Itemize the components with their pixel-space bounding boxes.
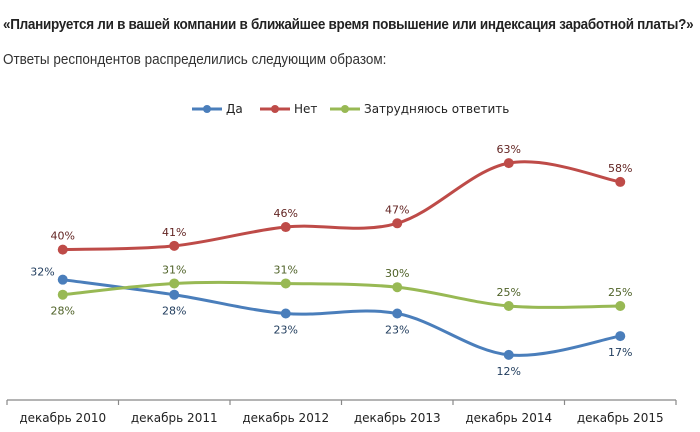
legend-item: Нет (260, 102, 317, 116)
series-0 (57, 274, 626, 360)
data-point (280, 222, 291, 233)
data-point (57, 289, 68, 300)
data-point (392, 218, 403, 229)
data-label: 23% (274, 324, 298, 337)
data-label: 31% (274, 263, 298, 276)
data-point (615, 176, 626, 187)
legend-swatch-marker (271, 105, 279, 113)
legend-label: Затрудняюсь ответить (364, 102, 509, 116)
series-1 (57, 158, 626, 255)
x-tick-label: декабрь 2015 (577, 411, 664, 425)
data-label: 17% (608, 346, 632, 359)
series-line (61, 280, 622, 309)
data-label: 23% (385, 324, 409, 337)
survey-question: «Планируется ли в вашей компании в ближа… (3, 17, 694, 33)
x-tick-label: декабрь 2014 (465, 411, 552, 425)
data-label: 28% (51, 305, 75, 318)
data-point (280, 308, 291, 319)
legend-item: Затрудняюсь ответить (330, 102, 509, 116)
data-point (169, 278, 180, 289)
x-tick-label: декабрь 2013 (354, 411, 441, 425)
data-label: 28% (162, 305, 186, 318)
data-point (280, 278, 291, 289)
legend-swatch-marker (203, 105, 211, 113)
legend-label: Да (226, 102, 243, 116)
legend-swatch-marker (341, 105, 349, 113)
x-tick-label: декабрь 2010 (19, 411, 106, 425)
series-group (57, 158, 626, 360)
legend-item: Да (192, 102, 243, 116)
data-point (57, 274, 68, 285)
data-point (169, 240, 180, 251)
data-point (503, 349, 514, 360)
data-label: 47% (385, 203, 409, 216)
data-labels: 32% 28% 23% 23% 12% 17% 40% 41% 46% 47% 63% 58% 28% 3… (30, 143, 632, 378)
series-line (61, 278, 622, 357)
series-line (61, 160, 622, 252)
data-point (57, 244, 68, 255)
data-label: 32% (30, 266, 54, 279)
data-point (503, 158, 514, 169)
x-tick-label: декабрь 2012 (242, 411, 329, 425)
data-label: 46% (274, 207, 298, 220)
data-label: 63% (497, 143, 521, 156)
x-axis: декабрь 2010 декабрь 2011 декабрь 2012 дека… (6, 399, 677, 425)
data-point (503, 301, 514, 311)
data-point (169, 289, 180, 300)
series-2 (57, 278, 626, 311)
data-label: 30% (385, 267, 409, 280)
data-point (615, 331, 626, 342)
data-label: 25% (497, 286, 521, 299)
survey-subtitle: Ответы респондентов распределились следу… (3, 52, 387, 68)
x-tick-label: декабрь 2011 (131, 411, 218, 425)
data-label: 40% (51, 230, 75, 243)
data-label: 58% (608, 162, 632, 175)
data-point (615, 301, 626, 311)
data-label: 25% (608, 286, 632, 299)
data-label: 31% (162, 263, 186, 276)
legend: Да Нет Затрудняюсь ответить (192, 102, 509, 116)
data-point (392, 282, 403, 293)
data-label: 41% (162, 226, 186, 239)
data-point (392, 308, 403, 319)
legend-label: Нет (294, 102, 317, 116)
data-label: 12% (497, 365, 521, 378)
